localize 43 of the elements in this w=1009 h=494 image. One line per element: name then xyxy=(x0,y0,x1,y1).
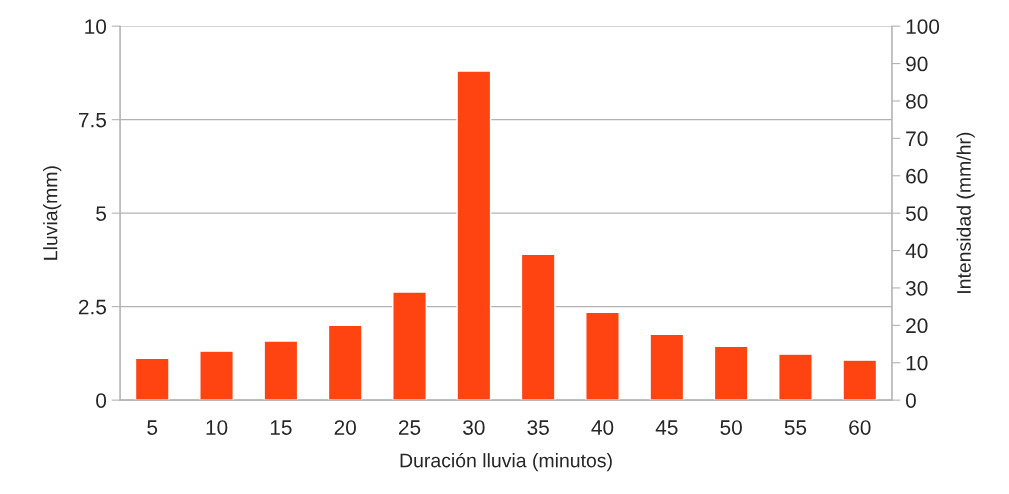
bar xyxy=(456,70,492,401)
x-tick-label: 45 xyxy=(655,420,678,435)
y-tick-label: 0 xyxy=(96,393,107,408)
x-tick-label: 10 xyxy=(206,420,228,435)
x-tick-label: 35 xyxy=(527,420,549,435)
y2-axis-title: Intensidad (mm/hr) xyxy=(956,132,975,293)
bar xyxy=(842,359,878,401)
y2-tick-label: 20 xyxy=(906,318,928,334)
y-tick-label: 7.5 xyxy=(78,112,107,128)
x-tick-label: 55 xyxy=(784,420,807,435)
x-tick-label: 50 xyxy=(720,420,742,435)
y2-tick-label: 80 xyxy=(906,93,928,109)
y2-tick-label: 90 xyxy=(906,56,928,72)
y2-tick-label: 0 xyxy=(905,393,916,408)
x-tick-label: 40 xyxy=(591,420,614,435)
x-tick-label: 20 xyxy=(334,420,356,435)
x-tick-label: 30 xyxy=(463,420,485,435)
y-tick-label: 2.5 xyxy=(78,299,107,315)
x-tick-label: 60 xyxy=(849,420,871,435)
x-tick-label: 15 xyxy=(270,420,292,435)
x-tick-label: 5 xyxy=(147,420,158,435)
bar xyxy=(327,324,363,401)
y2-tick-label: 50 xyxy=(905,206,928,221)
bar xyxy=(713,345,749,401)
bar xyxy=(392,291,427,401)
y2-tick-label: 100 xyxy=(906,19,940,34)
y-tick-label: 10 xyxy=(85,19,107,34)
y2-tick-label: 10 xyxy=(906,355,928,371)
y-tick-label: 5 xyxy=(96,206,106,221)
x-tick-label: 25 xyxy=(398,420,421,435)
bar xyxy=(585,311,620,401)
y2-tick-label: 30 xyxy=(905,280,928,296)
bar xyxy=(520,253,556,401)
bar xyxy=(778,353,813,401)
bar xyxy=(199,350,234,401)
y2-tick-label: 70 xyxy=(906,131,928,147)
bar xyxy=(134,357,170,401)
y-axis-title: Lluvia(mm) xyxy=(43,166,62,260)
bar xyxy=(263,340,299,401)
y2-tick-label: 40 xyxy=(905,243,928,259)
y2-tick-label: 60 xyxy=(906,168,928,184)
x-axis-title: Duración lluvia (minutos) xyxy=(400,452,612,472)
bar xyxy=(649,333,685,401)
